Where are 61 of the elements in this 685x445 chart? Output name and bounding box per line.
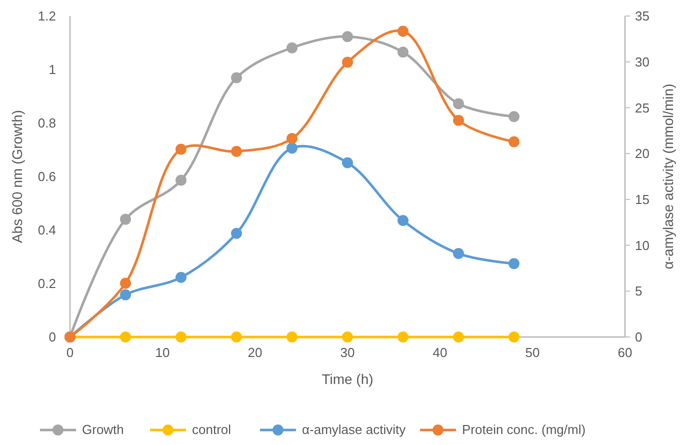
point <box>231 72 242 84</box>
point <box>120 214 131 225</box>
point <box>176 272 186 283</box>
legend-label: Protein conc. (mg/ml) <box>462 422 586 437</box>
y2-tick-label: 35 <box>635 8 650 24</box>
x-tick-label: 20 <box>248 345 262 360</box>
point <box>398 46 408 58</box>
legend-label: control <box>192 422 232 437</box>
x-tick-label: 30 <box>340 345 355 360</box>
y2-tick-label: 30 <box>635 54 650 70</box>
y2-tick-label: 10 <box>635 238 650 253</box>
point <box>508 111 520 122</box>
point <box>286 42 298 54</box>
point <box>286 133 298 144</box>
point <box>231 332 242 342</box>
y2-tick-label: 0 <box>635 330 642 345</box>
point <box>286 332 298 342</box>
y-tick-label: 1 <box>48 62 56 78</box>
point <box>120 289 131 300</box>
point <box>398 332 408 342</box>
legend-label: α-amylase activity <box>302 422 406 437</box>
point <box>176 332 186 342</box>
point <box>176 144 186 155</box>
x-tick-label: 0 <box>66 345 74 360</box>
point <box>508 136 520 148</box>
point <box>453 114 464 126</box>
point <box>342 157 353 168</box>
y-tick-label: 1.2 <box>38 8 56 24</box>
y-tick-label: 0.2 <box>38 276 56 292</box>
x-tick-label: 50 <box>525 345 540 360</box>
point <box>508 332 520 342</box>
point <box>453 332 464 342</box>
point <box>342 56 353 68</box>
y-tick-label: 0.6 <box>38 169 56 184</box>
x-axis-title: Time (h) <box>322 371 374 387</box>
y-tick-label: 0.8 <box>38 116 56 131</box>
point <box>342 31 353 42</box>
point <box>231 228 242 239</box>
x-tick-label: 60 <box>618 345 632 360</box>
point <box>286 142 298 154</box>
y2-tick-label: 25 <box>635 100 650 116</box>
point <box>342 332 353 342</box>
y2-tick-label: 5 <box>635 284 642 299</box>
point <box>120 332 131 342</box>
point <box>398 26 408 37</box>
point <box>508 258 520 270</box>
y-axis-title: Abs 600 nm (Growth) <box>9 110 25 244</box>
x-tick-label: 40 <box>432 345 448 360</box>
legend-label: Growth <box>82 422 124 437</box>
point <box>176 174 186 186</box>
y-tick-label: 0 <box>48 330 56 345</box>
point <box>231 146 242 157</box>
y-tick-label: 0.4 <box>38 222 56 238</box>
y2-tick-label: 15 <box>635 192 650 207</box>
y2-tick-label: 20 <box>635 146 650 162</box>
point <box>453 98 464 110</box>
point <box>398 215 408 226</box>
point <box>120 278 131 289</box>
point <box>453 248 464 260</box>
x-tick-label: 10 <box>155 345 170 360</box>
y2-axis-title: α-amylase activity (mmol/min) <box>660 84 676 270</box>
